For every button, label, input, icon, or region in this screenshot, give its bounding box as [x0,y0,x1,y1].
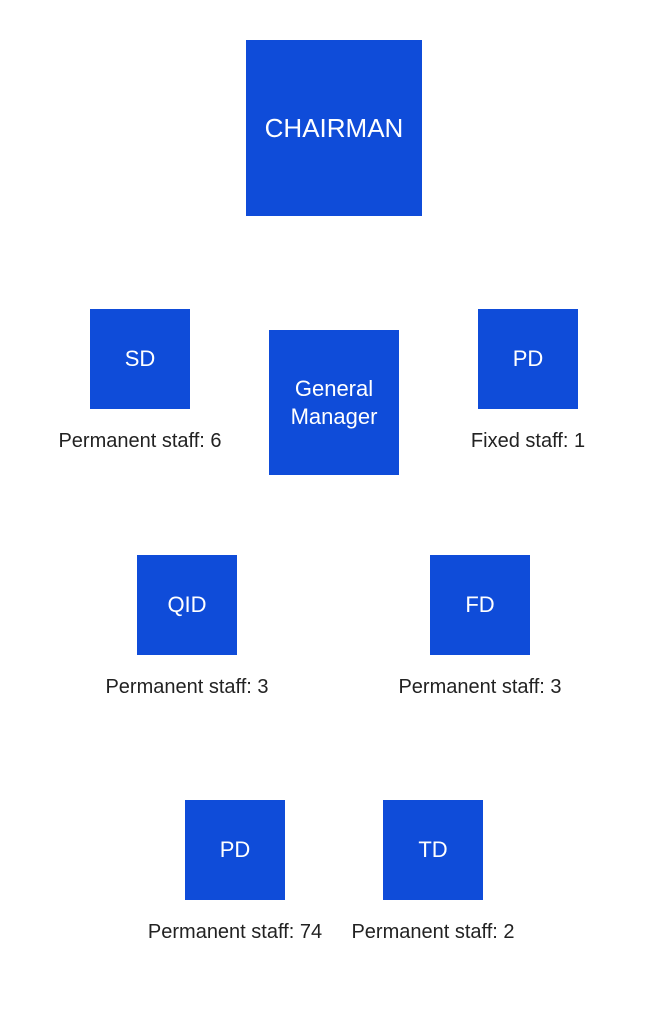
org-chart: CHAIRMAN General Manager SD Permanent st… [0,0,667,1016]
caption-sd: Permanent staff: 6 [58,430,221,453]
node-general-manager: General Manager [269,330,399,475]
node-td-label: TD [418,836,447,864]
node-pd-top-label: PD [513,345,544,373]
caption-pd-bottom: Permanent staff: 74 [148,921,322,944]
node-fd: FD [430,555,530,655]
caption-fd: Permanent staff: 3 [398,676,561,699]
node-sd: SD [90,309,190,409]
caption-qid: Permanent staff: 3 [105,676,268,699]
node-qid: QID [137,555,237,655]
node-fd-label: FD [465,591,494,619]
node-pd-bottom-label: PD [220,836,251,864]
node-pd-bottom: PD [185,800,285,900]
node-chairman: CHAIRMAN [246,40,422,216]
node-qid-label: QID [167,591,206,619]
caption-td: Permanent staff: 2 [351,921,514,944]
node-chairman-label: CHAIRMAN [265,112,404,145]
node-sd-label: SD [125,345,156,373]
caption-pd-top: Fixed staff: 1 [471,430,585,453]
node-general-manager-label: General Manager [273,375,395,430]
node-pd-top: PD [478,309,578,409]
node-td: TD [383,800,483,900]
